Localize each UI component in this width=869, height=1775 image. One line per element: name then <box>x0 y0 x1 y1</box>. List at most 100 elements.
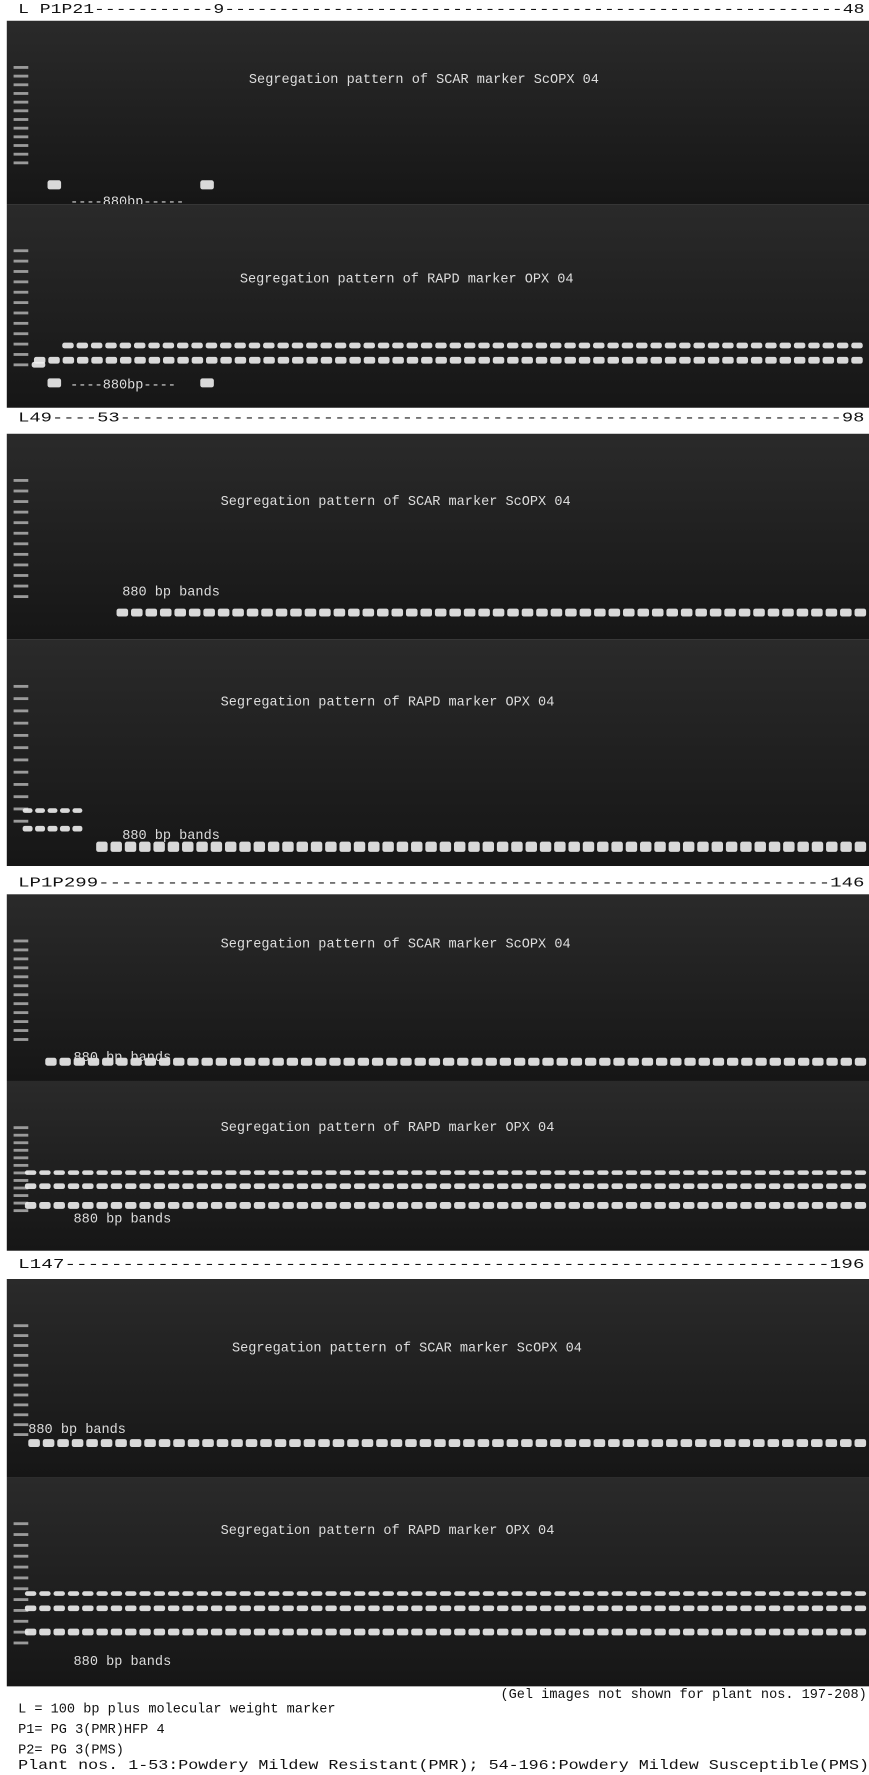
dna-band <box>626 842 637 852</box>
dna-band <box>340 1183 351 1189</box>
dna-band <box>182 1202 193 1209</box>
dna-band <box>117 609 129 617</box>
dna-band <box>325 1591 336 1596</box>
dna-band <box>168 1183 179 1189</box>
dna-band <box>239 1629 250 1636</box>
dna-band <box>722 357 733 364</box>
dna-band <box>526 1170 537 1175</box>
dna-band <box>726 1202 737 1209</box>
ladder-band <box>14 1423 29 1426</box>
dna-band <box>191 343 202 349</box>
dna-band <box>782 1439 794 1447</box>
ladder-band <box>14 1134 29 1137</box>
dna-band <box>855 1202 866 1209</box>
ladder-band <box>14 1433 29 1436</box>
dna-band <box>39 1202 50 1209</box>
dna-band <box>154 1170 165 1175</box>
dna-band <box>797 1170 808 1175</box>
dna-band <box>669 1202 680 1209</box>
dna-band <box>727 1058 738 1066</box>
dna-band <box>855 1170 866 1175</box>
dna-band <box>855 1183 866 1189</box>
ladder-band <box>14 1354 29 1357</box>
dna-band <box>368 1605 379 1611</box>
dna-band <box>54 1591 65 1596</box>
dna-band <box>254 1629 265 1636</box>
dna-band <box>797 1605 808 1611</box>
dna-band <box>68 1170 79 1175</box>
dna-band <box>182 1170 193 1175</box>
dna-band <box>840 609 852 617</box>
dna-band <box>640 842 651 852</box>
dna-band <box>739 609 751 617</box>
dna-band <box>464 609 476 617</box>
dna-band <box>96 1605 107 1611</box>
dna-band <box>497 1202 508 1209</box>
panel-header: L P1P21-----------9---------------------… <box>18 3 864 18</box>
dna-band <box>554 1183 565 1189</box>
dna-band <box>851 343 862 349</box>
dna-band <box>397 1605 408 1611</box>
dna-band <box>811 1439 823 1447</box>
dna-band <box>48 180 62 189</box>
dna-band <box>710 1439 722 1447</box>
ladder-band <box>14 1598 29 1601</box>
ladder-band <box>14 553 29 556</box>
dna-band <box>684 1058 695 1066</box>
dna-band <box>457 1058 468 1066</box>
dna-band <box>468 842 479 852</box>
dna-band <box>206 357 217 364</box>
ladder-band <box>14 1141 29 1144</box>
dna-band <box>235 357 246 364</box>
dna-band <box>354 1629 365 1636</box>
dna-band <box>203 609 215 617</box>
dna-band <box>311 1591 322 1596</box>
dna-band <box>111 1629 122 1636</box>
gel-caption: Segregation pattern of SCAR marker ScOPX… <box>232 1342 582 1357</box>
dna-band <box>557 1058 568 1066</box>
dna-band <box>168 1629 179 1636</box>
dna-band <box>443 1058 454 1066</box>
dna-band <box>189 609 201 617</box>
dna-band <box>344 1058 355 1066</box>
dna-band <box>765 343 776 349</box>
dna-band <box>325 842 336 852</box>
dna-band <box>521 343 532 349</box>
dna-band <box>514 1058 525 1066</box>
dna-band <box>599 1058 610 1066</box>
dna-band <box>154 1629 165 1636</box>
dna-band <box>654 1183 665 1189</box>
dna-band <box>82 1629 93 1636</box>
dna-band <box>258 1058 269 1066</box>
dna-band <box>569 1170 580 1175</box>
dna-band <box>569 1591 580 1596</box>
ladder-band <box>14 83 29 86</box>
dna-band <box>68 1591 79 1596</box>
dna-band <box>454 842 465 852</box>
dna-band <box>741 1058 752 1066</box>
dna-band <box>794 357 805 364</box>
dna-band <box>368 1202 379 1209</box>
dna-band <box>200 378 214 387</box>
dna-band <box>105 343 116 349</box>
dna-band <box>583 1605 594 1611</box>
ladder-band <box>14 312 29 315</box>
dna-band <box>724 1439 736 1447</box>
dna-band <box>654 1591 665 1596</box>
dna-band <box>82 1605 93 1611</box>
dna-band <box>425 1629 436 1636</box>
dna-band <box>425 1170 436 1175</box>
dna-band <box>348 609 360 617</box>
dna-band <box>440 1202 451 1209</box>
dna-band <box>197 1605 208 1611</box>
dna-band <box>268 1183 279 1189</box>
dna-band <box>554 1202 565 1209</box>
dna-band <box>765 357 776 364</box>
dna-band <box>434 1439 446 1447</box>
dna-band <box>670 1058 681 1066</box>
dna-band <box>425 1605 436 1611</box>
dna-band <box>751 357 762 364</box>
dna-band <box>311 1605 322 1611</box>
dna-band <box>626 1605 637 1611</box>
dna-band <box>637 1439 649 1447</box>
